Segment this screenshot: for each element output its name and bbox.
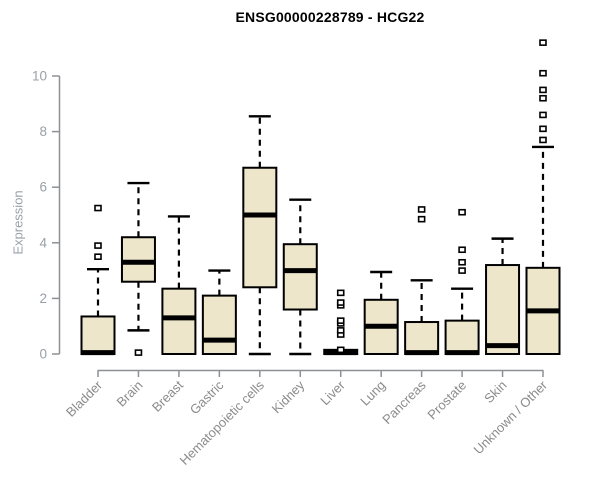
box-gastric [201,294,237,355]
box-pancreas [404,321,440,355]
outlier-liver [336,317,345,324]
x-tick-label-bladder: Bladder [63,377,106,420]
outlier-bladder [94,242,102,249]
box-hematopoietic-cells [242,166,278,289]
y-tick-label: 4 [39,235,47,250]
x-tick-label-gastric: Gastric [187,377,227,417]
x-tick-label-liver: Liver [317,377,348,408]
outlier-unknown-other [539,94,547,102]
x-tick-label-unknown-other: Unknown / Other [471,377,551,457]
outlier-pancreas [417,215,426,223]
box-kidney [282,243,318,311]
outlier-prostate [458,258,466,266]
box-skin [485,264,521,356]
outlier-liver [336,346,345,354]
outlier-brain [134,349,143,356]
x-tick-label-lung: Lung [357,378,388,409]
x-tick-label-kidney: Kidney [269,377,308,416]
y-tick-label: 8 [39,124,47,139]
box-bladder [80,315,116,355]
outlier-prostate [458,246,466,254]
y-tick-label: 2 [39,291,47,306]
outlier-bladder [94,253,102,260]
outlier-liver [336,327,345,334]
y-tick-label: 6 [39,180,47,195]
box-prostate [444,319,480,356]
outlier-unknown-other [539,125,547,133]
outlier-bladder [94,204,102,212]
outlier-prostate [458,267,466,274]
outlier-liver [336,299,345,306]
y-axis-label: Expression [10,190,26,255]
x-tick-label-skin: Skin [481,378,509,406]
outlier-pancreas [417,206,426,213]
y-tick-label: 10 [32,69,47,84]
box-brain [120,236,156,283]
outlier-prostate [458,208,466,216]
y-tick-label: 0 [39,347,47,362]
x-tick-label-pancreas: Pancreas [379,377,429,427]
x-tick-label-brain: Brain [114,378,146,410]
outlier-unknown-other [539,39,547,46]
box-breast [161,287,197,356]
outlier-unknown-other [539,111,547,119]
outlier-unknown-other [539,69,547,77]
outlier-liver [336,289,345,297]
outlier-unknown-other [539,136,547,144]
chart-title: ENSG00000228789 - HCG22 [235,9,425,25]
x-tick-label-breast: Breast [149,377,186,414]
x-tick-label-prostate: Prostate [424,378,469,423]
outlier-unknown-other [539,86,547,94]
